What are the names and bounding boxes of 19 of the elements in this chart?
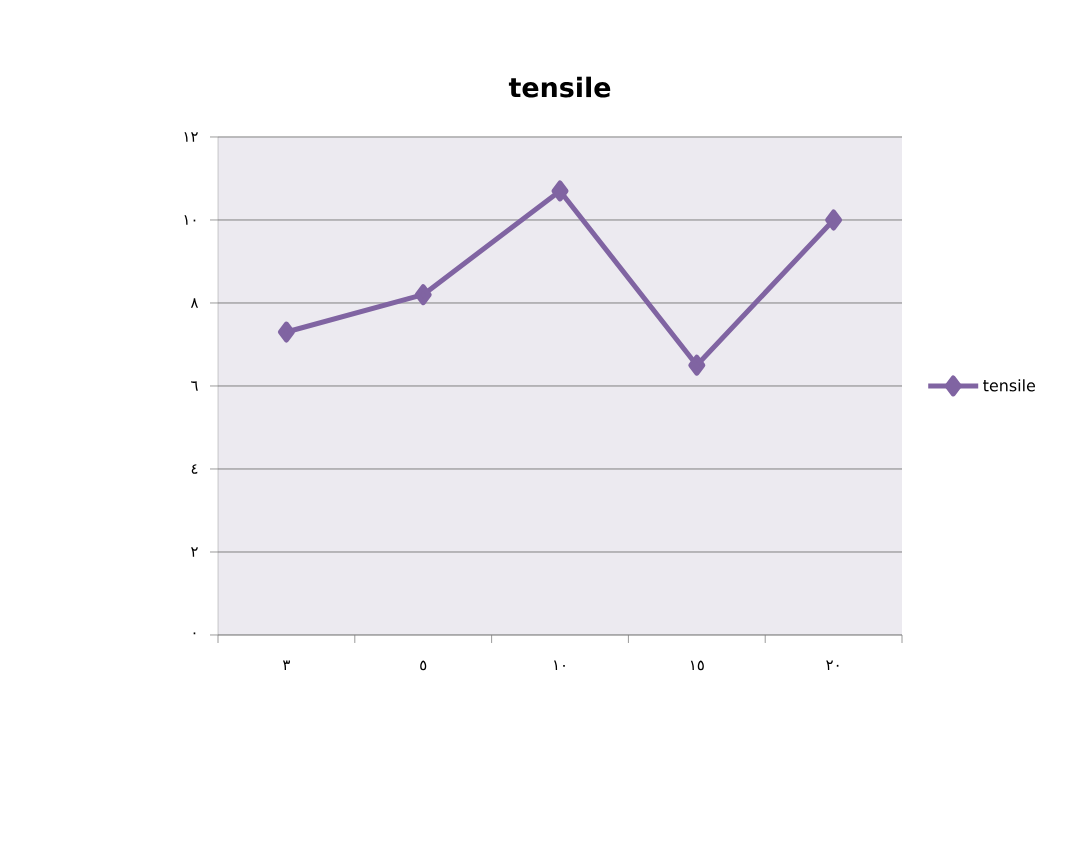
x-tick-label: ١٠ [554, 660, 565, 670]
point [551, 180, 569, 202]
legend-label: tensile [983, 379, 1035, 392]
y-tick-label: ٦ [191, 381, 198, 391]
y-tick-label: ٢ [191, 547, 198, 557]
y-tick-label: ٠ [193, 632, 196, 635]
y-tick-label: ٤ [191, 464, 198, 474]
y-tick-label: ٨ [190, 298, 199, 308]
x-tick-label: ٢٠ [826, 660, 839, 670]
x-tick-label: ١٥ [690, 660, 704, 671]
x-tick-label: ٥ [420, 660, 427, 671]
point [414, 284, 432, 306]
chart-title: tensile [508, 76, 611, 98]
x-tick-label: ٣ [282, 660, 290, 670]
y-tick-label: ١٠ [184, 215, 196, 225]
y-tick-label: ١٢ [184, 132, 198, 142]
point [688, 354, 706, 376]
point [277, 321, 295, 343]
point [825, 209, 843, 231]
